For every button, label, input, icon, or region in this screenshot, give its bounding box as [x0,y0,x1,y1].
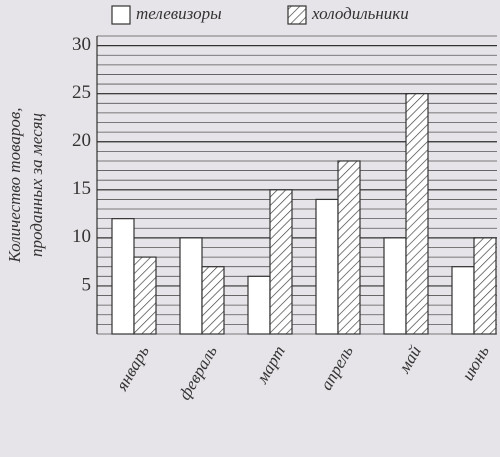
bar [133,256,157,335]
legend-label: холодильники [311,4,409,23]
y-tick-label: 20 [72,130,91,151]
bar [315,198,339,335]
x-tick-label: март [252,342,289,387]
legend-swatch [287,5,307,25]
bar [473,237,497,335]
bar [405,93,429,335]
bar [201,266,225,335]
legend-label: телевизоры [136,4,222,23]
x-tick-label: май [394,342,425,377]
y-tick-label: 30 [72,34,91,55]
y-tick-label: 15 [72,178,91,199]
bar [179,237,203,335]
legend-swatch [111,5,131,25]
y-tick-label: 25 [72,82,91,103]
x-tick-label: июнь [458,342,493,383]
x-tick-label: апрель [317,342,357,393]
y-axis-label: Количество товаров, [5,108,24,264]
bar [269,189,293,335]
bar [451,266,475,335]
y-axis-label: проданных за месяц [27,113,46,257]
y-tick-label: 5 [82,274,92,295]
x-tick-label: февраль [175,342,221,403]
bar [111,218,135,335]
bar [383,237,407,335]
bar [247,275,271,335]
bar [337,160,361,335]
x-tick-label: январь [112,342,153,394]
y-tick-label: 10 [72,226,91,247]
